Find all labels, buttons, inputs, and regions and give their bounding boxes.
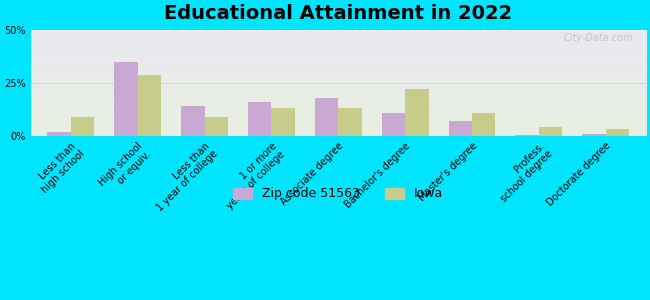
Bar [71,117,94,136]
Bar [405,89,428,136]
Bar [582,134,606,136]
Title: Educational Attainment in 2022: Educational Attainment in 2022 [164,4,512,23]
Bar [606,129,629,136]
Bar [515,135,539,136]
Bar [472,112,495,136]
Bar [539,127,562,136]
Bar [138,75,161,136]
Bar [181,106,205,136]
Bar [47,131,71,136]
Bar [338,108,361,136]
Text: City-Data.com: City-Data.com [564,33,634,43]
Bar [114,62,138,136]
Bar [448,121,472,136]
Bar [248,102,272,136]
Bar [272,108,295,136]
Bar [205,117,228,136]
Bar [315,98,338,136]
Bar [382,112,405,136]
Legend: Zip code 51563, Iowa: Zip code 51563, Iowa [228,182,448,206]
